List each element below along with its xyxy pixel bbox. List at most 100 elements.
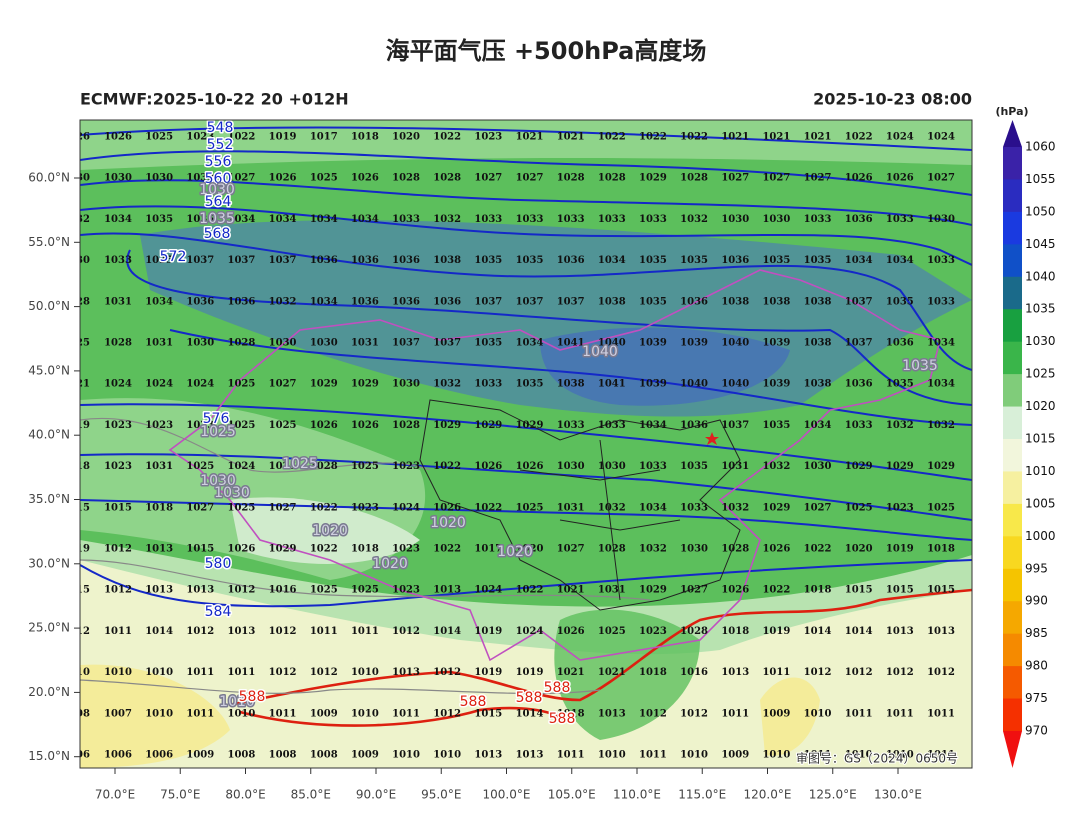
station-value: 1026	[104, 132, 132, 143]
station-value: 1033	[680, 502, 708, 513]
station-value: 1013	[145, 544, 173, 555]
station-value: 1036	[680, 296, 708, 307]
station-value: 1031	[721, 461, 749, 472]
china-border	[168, 269, 941, 662]
lon-label: 70.0°E	[95, 788, 135, 802]
station-value: 1038	[721, 296, 749, 307]
station-value: 1030	[392, 379, 420, 390]
contour-label: 568	[204, 226, 231, 242]
station-value: 1012	[433, 708, 461, 719]
station-value: 1023	[639, 626, 667, 637]
contour-label: 1030	[199, 182, 235, 198]
station-value: 1014	[845, 626, 873, 637]
beijing-star	[705, 432, 719, 445]
station-value: 1024	[392, 502, 420, 513]
station-value: 1032	[269, 296, 297, 307]
station-value: 1032	[598, 502, 626, 513]
station-value: 1034	[804, 420, 832, 431]
contour-label: 1025	[282, 456, 318, 472]
station-value: 1033	[104, 255, 132, 266]
station-value: 1012	[639, 708, 667, 719]
station-value: 1025	[516, 502, 544, 513]
station-value: 1020	[516, 544, 544, 555]
station-value: 26	[76, 132, 90, 143]
lat-label: 25.0°N	[28, 621, 70, 635]
station-value: 1034	[598, 255, 626, 266]
station-value: 1019	[516, 667, 544, 678]
station-value: 1025	[186, 461, 214, 472]
station-value: 1033	[927, 296, 955, 307]
station-value: 1011	[228, 667, 256, 678]
station-value: 1038	[804, 379, 832, 390]
station-value: 1027	[228, 173, 256, 184]
station-value: 1022	[762, 585, 790, 596]
station-value: 1023	[392, 544, 420, 555]
station-value: 1037	[474, 296, 502, 307]
station-value: 1017	[310, 132, 338, 143]
fill-1005-east	[760, 677, 820, 756]
colorbar-band	[1003, 147, 1022, 180]
station-value: 1034	[927, 338, 955, 349]
station-value: 1035	[680, 255, 708, 266]
colorbar-band	[1003, 179, 1022, 213]
lon-label: 130.0°E	[874, 788, 922, 802]
station-value: 1031	[145, 461, 173, 472]
station-value: 1027	[474, 173, 502, 184]
station-value: 1011	[804, 750, 832, 761]
contour-label: 1020	[372, 556, 408, 572]
colorbar-tick: 1040	[1025, 269, 1056, 283]
station-value: 1015	[186, 544, 214, 555]
station-value: 1035	[680, 461, 708, 472]
station-value: 1037	[269, 255, 297, 266]
station-value: 1037	[845, 338, 873, 349]
colorbar-tick: 975	[1025, 691, 1048, 705]
station-value: 1034	[310, 296, 338, 307]
station-value: 1034	[927, 379, 955, 390]
station-value: 1040	[721, 338, 749, 349]
station-value: 1037	[845, 296, 873, 307]
colorbar-tick: 1035	[1025, 302, 1056, 316]
colorbar-tick: 1005	[1025, 496, 1056, 510]
station-value: 1039	[639, 379, 667, 390]
colorbar-tick: 985	[1025, 626, 1048, 640]
station-value: 1036	[351, 255, 379, 266]
station-value: 1011	[351, 626, 379, 637]
colorbar-bottom	[1003, 731, 1022, 768]
station-value: 1030	[186, 338, 214, 349]
station-value: 1034	[639, 420, 667, 431]
axes: 60.0°N 55.0°N 50.0°N 45.0°N 40.0°N 35.0°N 30.0…	[28, 171, 922, 802]
station-value: 1022	[433, 544, 461, 555]
lon-label: 120.0°E	[744, 788, 792, 802]
station-value: 1027	[680, 585, 708, 596]
station-value: 1029	[886, 461, 914, 472]
station-value: 1029	[351, 379, 379, 390]
station-value: 1011	[104, 626, 132, 637]
station-value: 1034	[351, 214, 379, 225]
station-value: 1034	[145, 296, 173, 307]
station-value: 1039	[762, 379, 790, 390]
lat-label: 60.0°N	[28, 171, 70, 185]
station-value: 1026	[516, 461, 544, 472]
colorbar-band	[1003, 601, 1022, 635]
station-value: 06	[76, 750, 90, 761]
colorbar-tick: 1010	[1025, 464, 1056, 478]
station-value: 1035	[145, 255, 173, 266]
station-value: 1033	[598, 214, 626, 225]
station-value: 1038	[804, 296, 832, 307]
station-value: 1013	[516, 750, 544, 761]
station-value: 1010	[145, 708, 173, 719]
station-value: 1035	[474, 338, 502, 349]
station-value: 1011	[310, 626, 338, 637]
station-value: 1011	[269, 708, 297, 719]
contour-label: 580	[205, 556, 232, 572]
station-value: 1041	[557, 338, 585, 349]
lon-label: 85.0°E	[291, 788, 331, 802]
station-value: 1032	[762, 461, 790, 472]
station-value: 1033	[639, 461, 667, 472]
station-value: 1021	[762, 132, 790, 143]
station-value: 1034	[269, 214, 297, 225]
station-value: 1025	[598, 626, 626, 637]
lat-label: 50.0°N	[28, 299, 70, 313]
station-value: 1027	[269, 379, 297, 390]
